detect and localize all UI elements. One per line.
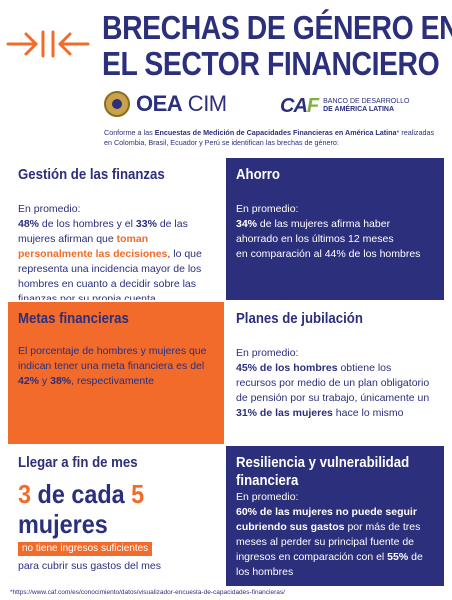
body-text: por más de tres meses al perder su princ… [236, 521, 421, 563]
card-body: 48% de los hombres y el 33% de las mujer… [18, 217, 214, 300]
caf-mark-2: F [306, 94, 319, 117]
stat-value: 60% de las mujeres no puede seguir cubri… [236, 506, 417, 533]
card-lead: En promedio: [236, 347, 299, 359]
big-stat: 3 de cada 5 [18, 480, 194, 508]
intro-text: Conforme a las Encuestas de Medición de … [104, 128, 444, 147]
card-resiliencia: Resiliencia y vulnerabilidad financiera … [226, 446, 444, 586]
card-fin-de-mes: Llegar a fin de mes 3 de cada 5 mujeres … [8, 446, 224, 586]
oea-seal-icon [104, 91, 130, 117]
card-body: El porcentaje de hombres y mujeres que i… [18, 344, 214, 389]
caf-mark: CAF [280, 94, 319, 118]
body-text: y [39, 375, 51, 387]
intro-bold: Encuestas de Medición de Capacidades Fin… [154, 128, 397, 137]
info-grid: Gestión de las finanzas En promedio: 48%… [8, 158, 444, 586]
intro-post: * realizadas en Colombia, Brasil, Ecuado… [104, 128, 435, 147]
card-heading: Llegar a fin de mes [18, 454, 138, 471]
header: BRECHAS DE GÉNERO EN EL SECTOR FINANCIER… [0, 0, 452, 152]
body-text: de los hombres y el [39, 218, 136, 230]
card-heading: Gestión de las finanzas [18, 166, 165, 183]
body-text: hace lo mismo [332, 407, 404, 419]
card-lead: En promedio: [236, 203, 299, 215]
body-text: de las mujeres afirman que [18, 218, 188, 245]
oea-logo-rest: CIM [182, 91, 227, 116]
card-heading: Ahorro [236, 166, 280, 183]
body-text: obtiene los recursos por medio de un pla… [236, 362, 430, 404]
caf-mark-1: CA [280, 94, 308, 117]
stat-value: 31% de las mujeres [236, 407, 333, 419]
card-heading-line-2: financiera [236, 472, 299, 489]
body-text: , respectivamente [71, 375, 154, 387]
oea-cim-logo: OEA CIM [104, 90, 227, 118]
stat-value: 33% [135, 218, 157, 230]
card-body: 60% de las mujeres no puede seguir cubri… [236, 505, 434, 580]
caf-logo-text: BANCO DE DESARROLLO DE AMÉRICA LATINA [323, 98, 423, 114]
title-line-2: EL SECTOR FINANCIERO [102, 45, 440, 82]
stat-value: 48% [18, 218, 40, 230]
oea-logo-text: OEA CIM [136, 91, 227, 117]
card-heading: Planes de jubilación [236, 310, 363, 327]
oea-logo-bold: OEA [136, 91, 183, 116]
title-line-1: BRECHAS DE GÉNERO EN [102, 9, 452, 46]
stat-value: 34% [236, 218, 258, 230]
body-text: de los hombres [236, 551, 423, 578]
body-text: de las mujeres afirma haber ahorrado en … [236, 218, 394, 245]
stat-value: 42% [18, 375, 40, 387]
body-text: El porcentaje de hombres y mujeres que i… [18, 345, 207, 372]
card-body: 45% de los hombres obtiene los recursos … [236, 361, 434, 421]
big-word: mujeres [18, 509, 108, 539]
card-metas-financieras: Metas financieras El porcentaje de hombr… [8, 302, 224, 444]
card-gestion-finanzas: Gestión de las finanzas En promedio: 48%… [8, 158, 224, 300]
stat-value: 38% [50, 375, 72, 387]
caf-logo-line-2: DE AMÉRICA LATINA [323, 106, 395, 113]
caf-logo-line-1: BANCO DE DESARROLLO [323, 98, 410, 105]
card-lead: En promedio: [18, 203, 81, 215]
intro-pre: Conforme a las [104, 128, 155, 137]
card-planes-jubilacion: Planes de jubilación En promedio: 45% de… [226, 302, 444, 444]
card-body: 34% de las mujeres afirma haber ahorrado… [236, 217, 434, 247]
caf-logo: CAF BANCO DE DESARROLLO DE AMÉRICA LATIN… [280, 94, 423, 118]
card-heading: Metas financieras [18, 310, 129, 327]
stat-value: 55% [387, 551, 409, 563]
footnote-link[interactable]: *https://www.caf.com/es/conocimiento/dat… [10, 589, 285, 596]
card-lead: En promedio: [236, 491, 299, 503]
card-body: para cubrir sus gastos del mes [18, 560, 161, 572]
card-heading-line-1: Resiliencia y vulnerabilidad [236, 454, 410, 471]
converging-arrows-icon [6, 30, 90, 58]
body-text: , lo que representa una incidencia mayor… [18, 248, 202, 300]
card-ahorro: Ahorro En promedio: 34% de las mujeres a… [226, 158, 444, 300]
page-title: BRECHAS DE GÉNERO EN EL SECTOR FINANCIER… [102, 9, 452, 82]
big-number: 3 [18, 479, 32, 509]
card-body-2: en comparación al 44% de los hombres [236, 248, 421, 260]
highlight-tag: no tiene ingresos suficientes [18, 542, 153, 556]
stat-value: 45% de los hombres [236, 362, 338, 374]
big-text: de cada [31, 479, 132, 509]
highlight-text: toman personalmente las decisiones [18, 233, 168, 260]
big-number: 5 [131, 479, 145, 509]
